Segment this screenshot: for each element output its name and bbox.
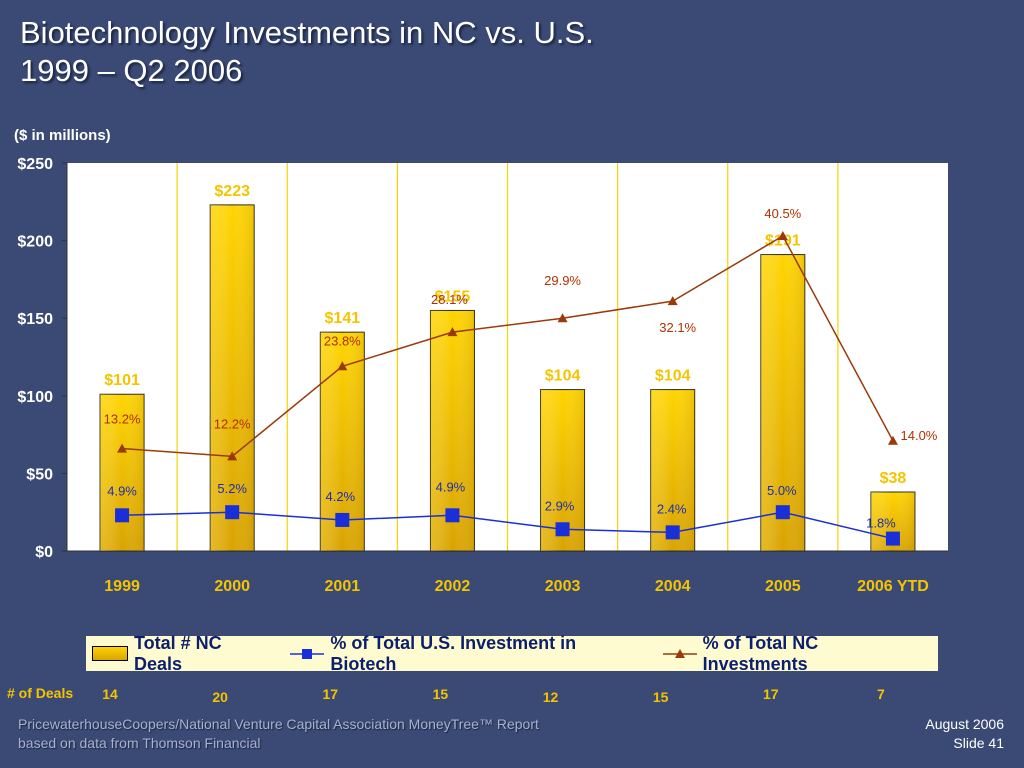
title-line-2: 1999 – Q2 2006 [20,53,243,88]
us-series-line [122,511,894,540]
deals-label: # of Deals [7,685,74,701]
deal-count: 14 [102,686,118,702]
us-point-marker [335,512,350,527]
deal-count: 20 [212,689,228,705]
nc-value-label: 13.2% [104,412,141,427]
nc-value-label: 23.8% [324,333,361,348]
us-point-marker [775,505,790,520]
us-value-label: 5.0% [767,483,797,498]
source-line-2: based on data from Thomson Financial [18,735,261,751]
x-tick-label: 2003 [545,578,581,595]
bar-value-label: $155 [435,288,471,305]
bar-value-label: $141 [325,310,361,327]
bar-shade [100,394,145,551]
nc-value-label: 12.2% [214,416,251,431]
us-point-marker [115,508,130,523]
us-point-marker [445,508,460,523]
nc-value-label: 14.0% [901,428,938,443]
us-value-label: 4.2% [325,489,355,504]
us-point-marker [555,522,570,537]
us-value-label: 1.8% [866,516,896,531]
chart-legend: Total # NC Deals % of Total U.S. Investm… [86,633,938,674]
deal-count: 17 [763,686,779,702]
us-value-label: 4.9% [107,483,137,498]
bar-value-label: $101 [104,372,140,389]
source-line-1: PricewaterhouseCoopers/National Venture … [18,716,539,732]
nc-value-label: 28.1% [431,292,468,307]
y-tick-label: $100 [17,389,53,406]
us-value-label: 2.9% [545,498,575,513]
us-value-label: 2.4% [657,501,687,516]
x-tick-label: 2006 YTD [857,578,929,595]
nc-point-marker [887,435,898,445]
nc-point-marker [447,327,458,337]
slide-info: August 2006 Slide 41 [925,715,1004,753]
y-tick-label: $150 [17,311,53,328]
y-tick-label: $0 [35,544,53,561]
bar-value-label: $104 [545,368,581,385]
nc-point-marker [337,361,348,371]
y-tick-label: $250 [17,156,53,173]
x-tick-label: 2004 [655,578,691,595]
x-tick-label: 1999 [104,578,140,595]
x-tick-label: 2001 [325,578,361,595]
source-note: PricewaterhouseCoopers/National Venture … [18,715,539,753]
us-value-label: 5.2% [217,481,247,496]
x-tick-label: 2002 [435,578,471,595]
legend-bar-swatch [92,646,128,661]
bar-value-label: $223 [214,183,250,200]
legend-entry-deals: Total # NC Deals [92,633,274,675]
deal-count: 15 [432,686,449,702]
y-tick-label: $200 [17,234,53,251]
deal-count: 7 [877,686,885,702]
deal-count: 12 [542,689,559,705]
legend-us-swatch [290,648,325,659]
slide-number: Slide 41 [953,735,1004,751]
nc-point-marker [667,296,678,306]
bar-value-label: $104 [655,368,691,385]
slide-title: Biotechnology Investments in NC vs. U.S.… [20,14,594,90]
legend-label-nc: % of Total NC Investments [702,632,819,674]
legend-nc-swatch [662,648,697,658]
us-value-label: 4.9% [436,479,466,494]
us-point-marker [665,525,680,540]
legend-label-deals: Total # NC Deals [133,632,222,674]
unit-note: ($ in millions) [14,127,111,144]
bar-value-label: $38 [880,470,907,487]
nc-point-marker [227,451,238,461]
deal-count: 17 [322,686,339,702]
title-line-1: Biotechnology Investments in NC vs. U.S. [20,15,594,50]
bar-shade [650,389,695,551]
us-point-marker [225,505,240,520]
nc-value-label: 40.5% [764,206,801,221]
x-tick-label: 2005 [765,578,801,595]
y-tick-label: $50 [26,466,53,483]
us-point-marker [885,531,900,546]
nc-point-marker [777,230,788,240]
legend-entry-us: % of Total U.S. Investment in Biotech [290,633,646,675]
legend-label-us: % of Total U.S. Investment in Biotech [330,632,577,674]
legend-entry-nc: % of Total NC Investments [662,632,928,675]
slide-date: August 2006 [925,716,1004,732]
nc-value-label: 29.9% [544,273,581,288]
x-tick-label: 2000 [214,578,250,595]
nc-value-label: 32.1% [659,320,696,335]
nc-point-marker [557,313,568,323]
bar-shade [210,204,255,552]
deal-count: 15 [652,689,669,705]
nc-point-marker [117,443,128,453]
bar-shade [760,254,805,551]
bar-value-label: $191 [765,233,801,250]
nc-series-line [122,234,894,458]
